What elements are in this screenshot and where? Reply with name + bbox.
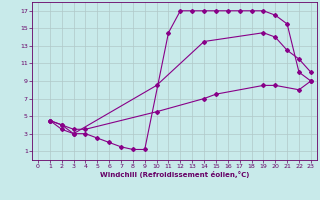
X-axis label: Windchill (Refroidissement éolien,°C): Windchill (Refroidissement éolien,°C) — [100, 171, 249, 178]
